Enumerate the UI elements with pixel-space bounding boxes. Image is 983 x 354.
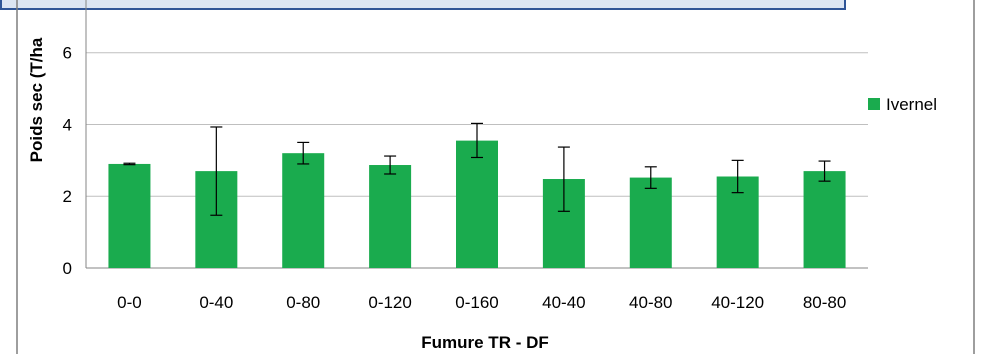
error-bar-40-120 [731, 159, 744, 194]
y-tick-label-0: 0 [63, 259, 72, 278]
y-axis-title: Poids sec (T/ha [27, 37, 46, 162]
bar-layer [108, 140, 846, 268]
error-bar-40-80 [644, 166, 657, 189]
bar-0-120 [369, 165, 412, 268]
y-tick-label-6: 6 [63, 44, 72, 63]
bar-0-0 [108, 163, 151, 268]
error-bar-0-80 [297, 141, 310, 165]
error-bar-0-160 [471, 122, 483, 159]
x-tick-label-80-80: 80-80 [803, 293, 846, 312]
bar-0-80 [282, 153, 325, 268]
selection-overlay-bar [0, 0, 846, 10]
x-tick-label-40-80: 40-80 [629, 293, 672, 312]
bar-0-160 [456, 140, 498, 268]
legend-swatch [868, 98, 880, 110]
y-tick-label-2: 2 [63, 187, 72, 206]
error-bar-0-40 [210, 126, 223, 216]
x-tick-label-40-120: 40-120 [711, 293, 764, 312]
x-tick-label-40-40: 40-40 [542, 293, 585, 312]
x-axis-title: Fumure TR - DF [421, 333, 549, 352]
tick-label-layer: 0 2 4 6 0-0 0-40 0-80 0-120 0-160 40-40 40-80 40-12… [63, 44, 847, 312]
x-tick-label-0-80: 0-80 [286, 293, 320, 312]
error-bar-40-40 [557, 146, 570, 212]
x-tick-label-0-160: 0-160 [455, 293, 498, 312]
error-bar-80-80 [818, 160, 831, 182]
x-tick-label-0-0: 0-0 [117, 293, 142, 312]
y-tick-label-4: 4 [63, 115, 72, 134]
x-tick-label-0-120: 0-120 [368, 293, 411, 312]
error-bar-0-120 [384, 155, 397, 175]
error-bar-0-0 [123, 162, 136, 166]
error-bar-layer [123, 122, 831, 216]
legend: Ivernel [868, 95, 937, 114]
bar-80-80 [803, 171, 846, 268]
bar-40-80 [629, 177, 672, 268]
x-tick-label-0-40: 0-40 [199, 293, 233, 312]
legend-label-ivernel: Ivernel [886, 95, 937, 114]
